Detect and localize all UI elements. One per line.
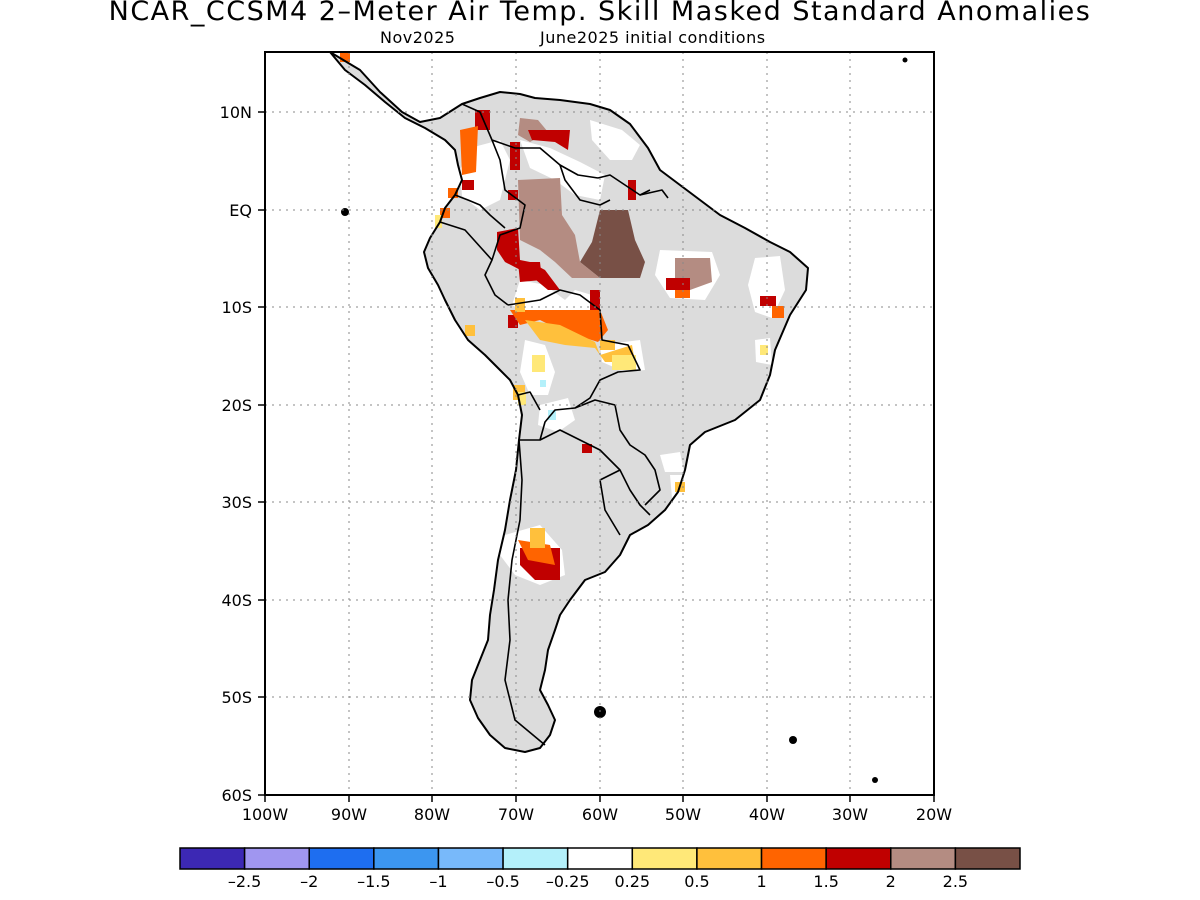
lat-tick-label: 10S bbox=[221, 298, 252, 317]
country-borders bbox=[439, 103, 669, 746]
lon-tick-label: 30W bbox=[832, 805, 868, 824]
lon-tick-label: 60W bbox=[582, 805, 618, 824]
colorbar-label: 0.25 bbox=[614, 872, 650, 891]
coastline bbox=[329, 52, 809, 753]
lon-tick-label: 100W bbox=[242, 805, 289, 824]
colorbar-label: –2 bbox=[300, 872, 318, 891]
colorbar-swatch bbox=[631, 847, 698, 870]
anomaly-light-cyan bbox=[540, 380, 556, 420]
graticule bbox=[265, 52, 934, 795]
map-plot-area bbox=[265, 52, 934, 795]
lon-tick-label: 20W bbox=[916, 805, 952, 824]
longitude-axis: 100W 90W 80W 70W 60W 50W 40W 30W 20W bbox=[242, 795, 952, 824]
colorbar-swatch bbox=[890, 847, 957, 870]
colorbar-label: –1 bbox=[429, 872, 447, 891]
colorbar-label: –1.5 bbox=[357, 872, 390, 891]
lon-tick-label: 50W bbox=[665, 805, 701, 824]
colorbar-swatch bbox=[437, 847, 504, 870]
colorbar-swatch bbox=[243, 847, 310, 870]
colorbar-label: 0.5 bbox=[684, 872, 709, 891]
lat-tick-label: 20S bbox=[221, 396, 252, 415]
initial-conditions: June2025 initial conditions bbox=[540, 28, 766, 47]
lat-tick-label: EQ bbox=[229, 201, 252, 220]
anomaly-dark-red bbox=[462, 110, 776, 580]
latitude-axis: 10N EQ 10S 20S 30S 40S 50S 60S bbox=[220, 103, 265, 805]
lon-tick-label: 70W bbox=[498, 805, 534, 824]
colorbar-label: 1 bbox=[756, 872, 766, 891]
colorbar: –2.5 –2 –1.5 –1 –0.5 –0.25 0.25 0.5 1 1.5 2 2.5 bbox=[179, 847, 1021, 891]
colorbar-swatch bbox=[566, 847, 634, 870]
lat-tick-label: 60S bbox=[221, 786, 252, 805]
colorbar-swatch bbox=[696, 847, 763, 870]
colorbar-label: 2.5 bbox=[943, 872, 968, 891]
colorbar-label: –0.5 bbox=[486, 872, 519, 891]
lat-tick-label: 10N bbox=[220, 103, 252, 122]
colorbar-label: –0.25 bbox=[546, 872, 590, 891]
colorbar-swatch bbox=[373, 847, 440, 870]
colorbar-label: 1.5 bbox=[813, 872, 838, 891]
colorbar-label: 2 bbox=[886, 872, 896, 891]
colorbar-swatch bbox=[308, 847, 375, 870]
lon-tick-label: 80W bbox=[414, 805, 450, 824]
map-title: NCAR_CCSM4 2–Meter Air Temp. Skill Maske… bbox=[108, 0, 1092, 27]
colorbar-label: –2.5 bbox=[228, 872, 261, 891]
anomaly-dark-brown bbox=[580, 210, 645, 278]
colorbar-swatch bbox=[825, 847, 892, 870]
lon-tick-label: 90W bbox=[331, 805, 367, 824]
lat-tick-label: 40S bbox=[221, 591, 252, 610]
lon-tick-label: 40W bbox=[749, 805, 785, 824]
colorbar-swatch bbox=[954, 847, 1021, 870]
colorbar-swatch bbox=[760, 847, 827, 870]
colorbar-swatch bbox=[179, 847, 246, 870]
forecast-month: Nov2025 bbox=[380, 28, 456, 47]
lat-tick-label: 30S bbox=[221, 493, 252, 512]
lat-tick-label: 50S bbox=[221, 688, 252, 707]
colorbar-swatch bbox=[502, 847, 569, 870]
